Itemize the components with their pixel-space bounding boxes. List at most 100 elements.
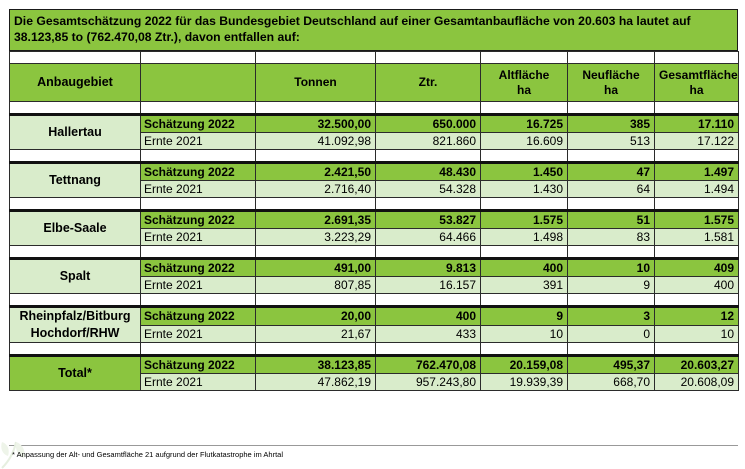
estimate-altflaeche: 20.159,08 [480,354,568,374]
estimate-label: Schätzung 2022 [140,305,256,326]
estimate-tonnen: 38.123,85 [255,354,376,374]
region-name-line: Rheinpfalz/Bitburg [19,309,131,324]
harvest-tonnen: 21,67 [255,324,376,343]
region-name-elbe-saale: Elbe-Saale [9,209,141,246]
header-gesamtflaeche-label: Gesamtfläche [659,67,738,82]
harvest-label: Ernte 2021 [140,373,256,391]
harvest-gesamtflaeche: 1.494 [654,180,739,198]
estimate-gesamtflaeche: 20.603,27 [654,354,739,374]
region-name-line: Total* [58,366,92,380]
harvest-altflaeche: 10 [480,324,568,343]
spacer-cell [375,149,481,163]
spacer-cell [255,342,376,356]
estimate-altflaeche: 1.450 [480,161,568,181]
spacer-cell [255,197,376,211]
spacer-cell [375,293,481,307]
spacer-cell [9,342,141,356]
harvest-gesamtflaeche: 1.581 [654,228,739,246]
estimate-neuflaeche: 495,37 [567,354,655,374]
estimate-row: Elbe-Saale Schätzung 2022 2.691,35 53.827 1.… [9,209,739,246]
estimate-label: Schätzung 2022 [140,161,256,181]
harvest-neuflaeche: 9 [567,276,655,294]
estimate-tonnen: 2.691,35 [255,209,376,229]
harvest-row: Ernte 2021 47.862,19 957.243,80 19.939,39 66… [10,373,739,391]
estimate-neuflaeche: 385 [567,113,655,133]
header-tonnen: Tonnen [255,63,376,102]
harvest-gesamtflaeche: 20.608,09 [654,373,739,391]
spacer-row [9,197,739,211]
spacer-cell [654,149,739,163]
estimate-row: Rheinpfalz/Bitburg Hochdorf/RHW Schätzung … [9,305,739,343]
header-gesamtflaeche: Gesamtfläche ha [654,63,739,102]
estimate-row: Spalt Schätzung 2022 491,00 9.813 400 10 409 [9,257,739,294]
harvest-tonnen: 807,85 [255,276,376,294]
harvest-ztr: 957.243,80 [375,373,481,391]
estimate-row: Hallertau Schätzung 2022 32.500,00 650.000 1… [9,113,739,150]
estimate-ztr: 400 [375,305,481,326]
estimate-row: Total* Schätzung 2022 38.123,85 762.470,08 2… [9,354,739,391]
harvest-altflaeche: 19.939,39 [480,373,568,391]
estimate-altflaeche: 400 [480,257,568,277]
spacer-cell [480,197,568,211]
spacer-row [9,149,739,163]
spacer-row [9,245,739,259]
harvest-label: Ernte 2021 [140,228,256,246]
spacer-cell [567,197,655,211]
harvest-gesamtflaeche: 400 [654,276,739,294]
estimate-tonnen: 491,00 [255,257,376,277]
estimate-altflaeche: 16.725 [480,113,568,133]
header-ztr: Ztr. [375,63,481,102]
estimate-gesamtflaeche: 1.497 [654,161,739,181]
estimate-label: Schätzung 2022 [140,257,256,277]
harvest-gesamtflaeche: 10 [654,324,739,343]
spacer-cell [375,101,481,115]
estimate-altflaeche: 1.575 [480,209,568,229]
spacer-cell [654,245,739,259]
harvest-altflaeche: 1.498 [480,228,568,246]
spacer-cell [480,293,568,307]
harvest-label: Ernte 2021 [140,276,256,294]
header-neuflaeche: Neufläche ha [567,63,655,102]
hop-estimate-table: Anbaugebiet Tonnen Ztr. Altfläche ha Neu… [9,51,739,391]
region-name-hallertau: Hallertau [9,113,141,150]
harvest-row: Ernte 2021 21,67 433 10 0 10 [10,324,739,343]
header-neuflaeche-label: Neufläche [582,67,640,82]
harvest-tonnen: 47.862,19 [255,373,376,391]
harvest-neuflaeche: 64 [567,180,655,198]
harvest-gesamtflaeche: 17.122 [654,132,739,150]
estimate-tonnen: 2.421,50 [255,161,376,181]
spacer-cell [480,149,568,163]
harvest-ztr: 16.157 [375,276,481,294]
spacer-cell [654,342,739,356]
estimate-neuflaeche: 47 [567,161,655,181]
harvest-tonnen: 3.223,29 [255,228,376,246]
region-name-spalt: Spalt [9,257,141,294]
spacer-cell [480,245,568,259]
region-name-line: Tettnang [49,173,101,187]
bottom-divider [9,445,738,446]
harvest-neuflaeche: 513 [567,132,655,150]
estimate-ztr: 53.827 [375,209,481,229]
estimate-row: Tettnang Schätzung 2022 2.421,50 48.430 1.45… [9,161,739,198]
spacer-cell [9,101,141,115]
footnote: * Anpassung der Alt- und Gesamtfläche 21… [12,450,283,459]
region-name-line: Spalt [59,269,91,283]
spacer-row [9,51,739,64]
region-name-line-2: Hochdorf/RHW [30,326,120,340]
harvest-tonnen: 2.716,40 [255,180,376,198]
estimate-label: Schätzung 2022 [140,354,256,374]
spacer-cell [140,197,256,211]
spacer-cell [375,245,481,259]
harvest-ztr: 821.860 [375,132,481,150]
spacer-cell [140,245,256,259]
spacer-cell [480,342,568,356]
spacer-cell [654,197,739,211]
leaf-watermark-icon [1,441,25,469]
region-name-line: Hallertau [48,125,102,139]
spacer-cell [567,149,655,163]
estimate-label: Schätzung 2022 [140,209,256,229]
estimate-gesamtflaeche: 17.110 [654,113,739,133]
spacer-cell [567,293,655,307]
estimate-gesamtflaeche: 1.575 [654,209,739,229]
spacer-cell [9,245,141,259]
